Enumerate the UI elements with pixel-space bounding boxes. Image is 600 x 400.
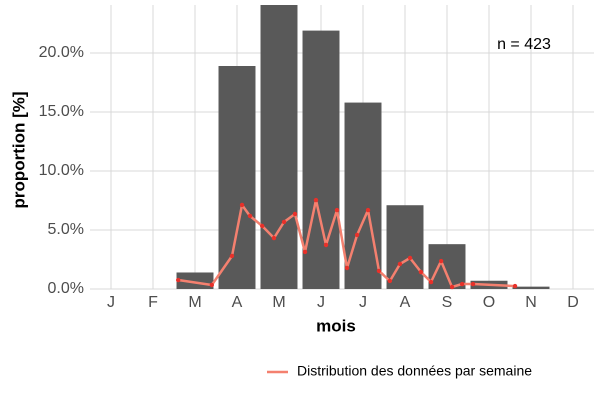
weekly-point <box>281 219 287 225</box>
x-tick-label: A <box>232 294 243 311</box>
x-tick-label: D <box>567 294 579 311</box>
weekly-point <box>376 268 382 274</box>
x-tick-label: F <box>148 294 158 311</box>
line-layer <box>176 197 518 290</box>
weekly-point <box>176 277 181 283</box>
x-tick-label: N <box>525 294 537 311</box>
weekly-point <box>512 283 518 289</box>
weekly-point <box>407 255 413 261</box>
weekly-point <box>365 207 371 213</box>
weekly-point <box>344 265 350 271</box>
weekly-point <box>438 258 444 264</box>
y-tick-label: 20.0% <box>39 44 84 61</box>
weekly-point <box>209 282 214 288</box>
weekly-point <box>302 249 308 255</box>
weekly-point <box>449 284 455 290</box>
bar <box>218 66 256 289</box>
annotation: n = 423 <box>497 36 551 53</box>
x-tick-label: J <box>107 294 115 311</box>
x-tick-label: M <box>272 294 285 311</box>
weekly-point <box>459 281 465 287</box>
bar <box>512 286 550 289</box>
x-tick-label: M <box>188 294 201 311</box>
weekly-point <box>354 232 360 238</box>
weekly-point <box>387 278 393 284</box>
weekly-point <box>260 223 265 229</box>
y-tick-label: 5.0% <box>48 221 84 238</box>
legend-label: Distribution des données par semaine <box>297 363 532 379</box>
weekly-point <box>397 261 403 267</box>
x-tick-label: O <box>483 294 495 311</box>
weekly-point <box>271 235 277 241</box>
weekly-point <box>292 211 298 217</box>
x-axis-title: mois <box>316 316 356 335</box>
bar <box>302 30 340 289</box>
weekly-point <box>418 269 424 275</box>
bar <box>260 5 298 289</box>
weekly-point <box>229 253 235 259</box>
y-tick-label: 15.0% <box>39 103 84 120</box>
weekly-point <box>334 207 340 213</box>
bars <box>176 5 550 290</box>
x-tick-label: J <box>317 294 325 311</box>
x-tick-label: S <box>442 294 453 311</box>
weekly-point <box>239 202 245 208</box>
weekly-point <box>247 213 253 219</box>
y-axis-title: proportion [%] <box>9 91 28 208</box>
y-tick-label: 10.0% <box>39 162 84 179</box>
weekly-point <box>323 242 329 248</box>
x-tick-label: A <box>400 294 411 311</box>
weekly-point <box>428 279 434 285</box>
weekly-point <box>313 197 319 203</box>
x-tick-label: J <box>359 294 367 311</box>
bar <box>428 244 466 289</box>
y-tick-label: 0.0% <box>48 280 84 297</box>
weekly-point <box>470 281 476 287</box>
